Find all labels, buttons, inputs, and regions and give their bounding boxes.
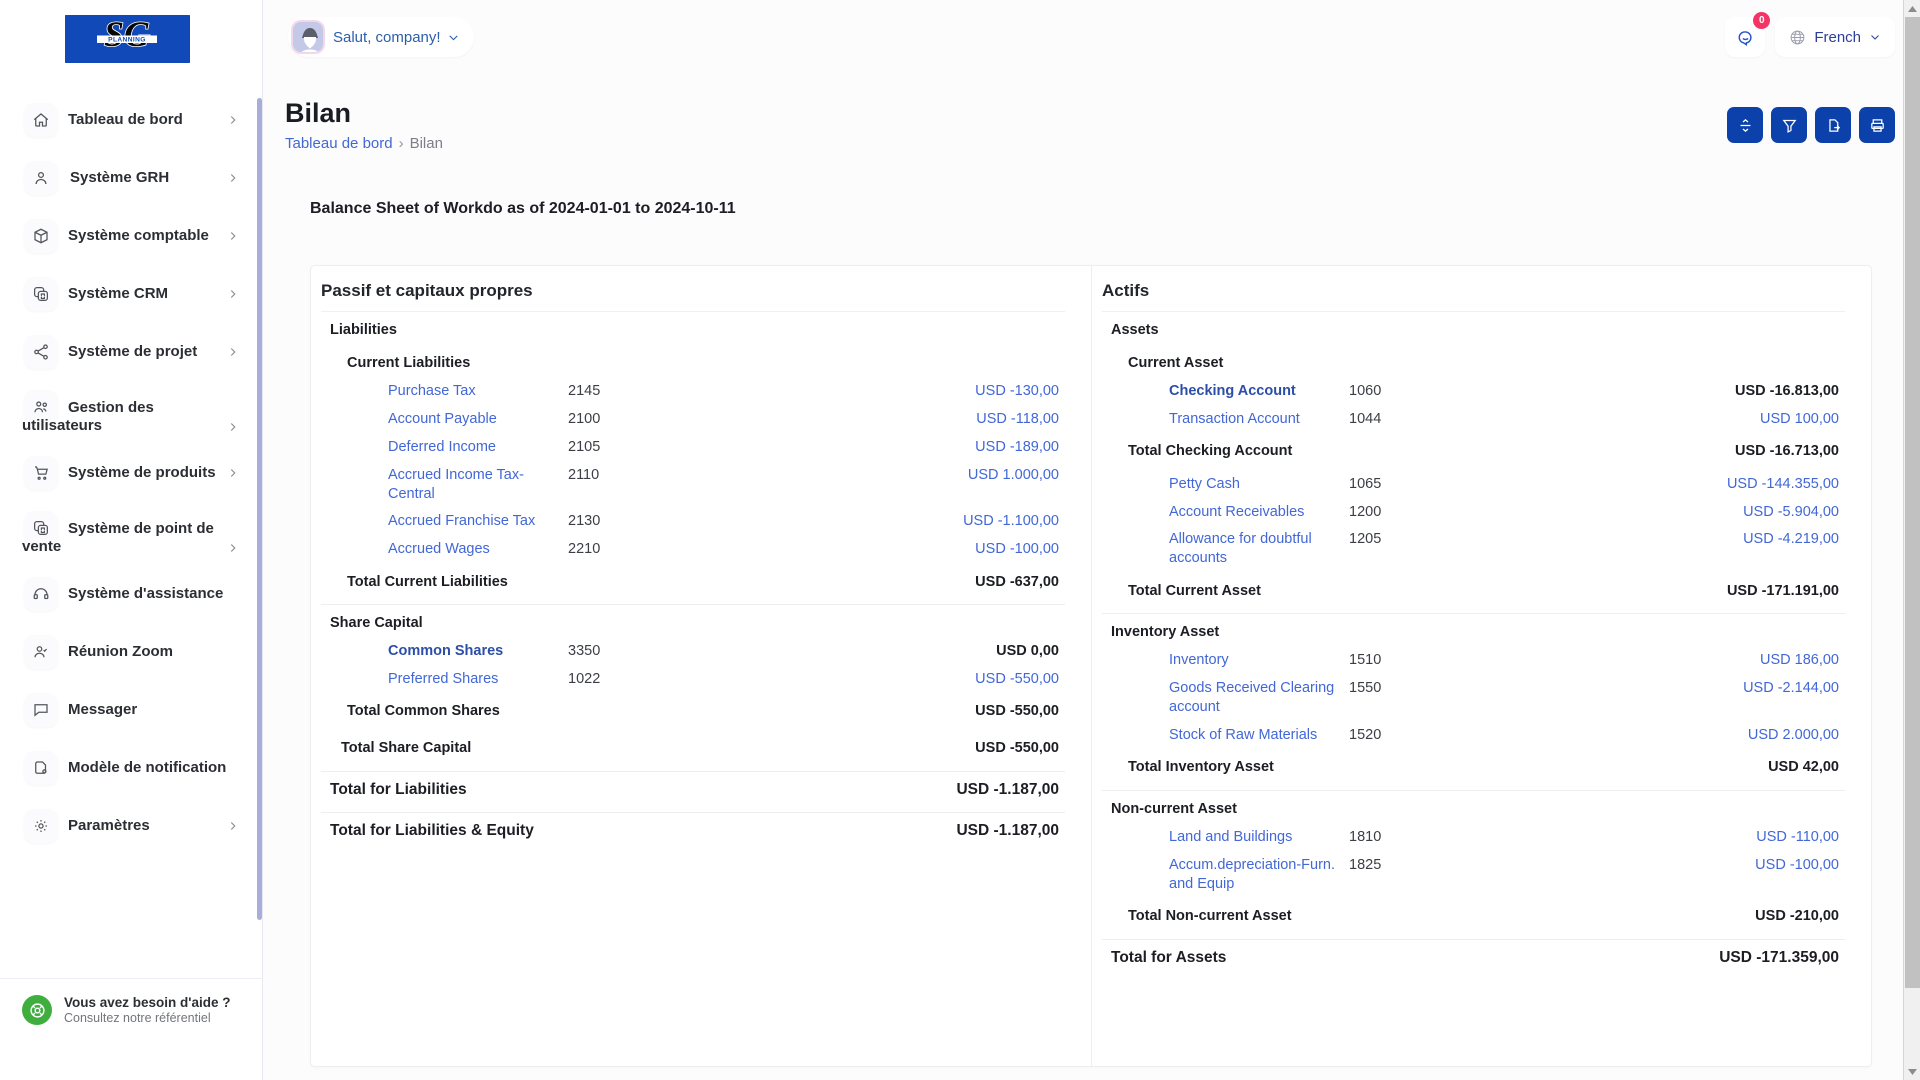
svg-text:SG: SG [104,15,150,54]
svg-text:PLANNING: PLANNING [108,36,146,43]
